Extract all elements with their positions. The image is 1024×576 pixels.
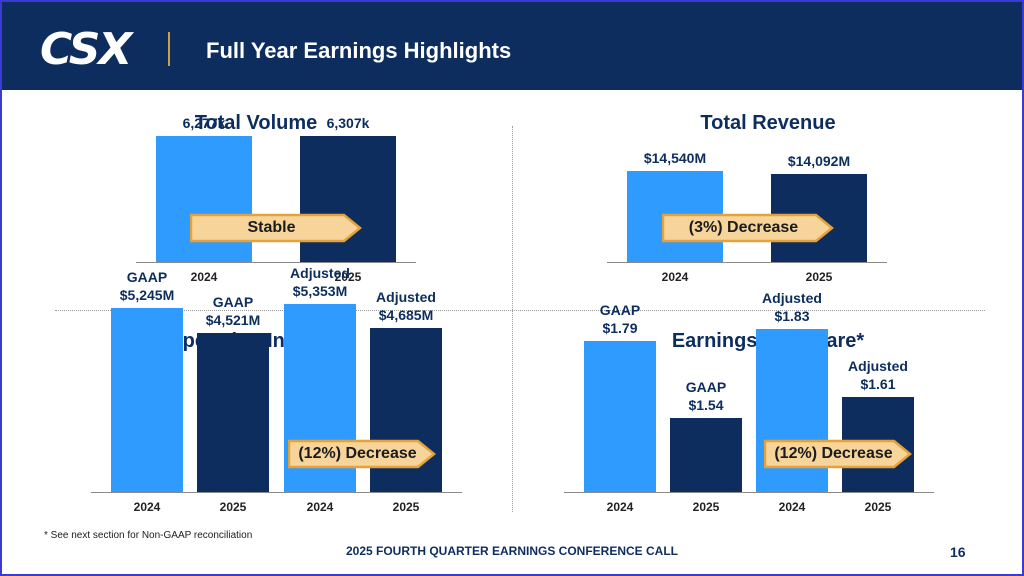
- csx-logo: CSX: [40, 24, 132, 75]
- total-revenue-annotation-text: (3%) Decrease: [688, 219, 799, 236]
- earnings-per-share-annotation-text: (12%) Decrease: [774, 445, 893, 462]
- earnings-per-share-value-label: Adjusted $1.61: [818, 357, 938, 393]
- horizontal-divider: [55, 310, 985, 311]
- earnings-per-share-tick-label: 2025: [692, 500, 720, 514]
- total-revenue-value-label: $14,540M: [615, 149, 735, 167]
- value-label-line: $14,540M: [643, 150, 707, 167]
- slide-header: CSX Full Year Earnings Highlights: [2, 2, 1022, 90]
- operating-income-annotation-text: (12%) Decrease: [298, 445, 417, 462]
- page-number: 16: [950, 544, 966, 560]
- value-label-line: GAAP: [599, 302, 641, 319]
- total-volume-value-label: 6,277k: [144, 114, 264, 132]
- total-revenue-title: Total Revenue: [700, 112, 836, 134]
- operating-income-tick-label: 2024: [133, 500, 161, 514]
- value-label-line: Adjusted: [376, 288, 436, 305]
- earnings-per-share-value-label: Adjusted $1.83: [732, 289, 852, 325]
- operating-income-annotation-arrow: (12%) Decrease: [288, 438, 436, 470]
- total-revenue-value-label: $14,092M: [759, 152, 879, 170]
- earnings-per-share-tick-label: 2024: [606, 500, 634, 514]
- value-label-line: 6,277k: [182, 115, 226, 132]
- earnings-per-share-annotation-arrow: (12%) Decrease: [764, 438, 912, 470]
- slide-title: Full Year Earnings Highlights: [206, 38, 512, 63]
- total-revenue-tick-label: 2024: [661, 270, 689, 284]
- total-revenue-tick-label: 2025: [805, 270, 833, 284]
- footer-title: 2025 FOURTH QUARTER EARNINGS CONFERENCE …: [345, 544, 679, 558]
- value-label-line: $5,245M: [119, 286, 175, 303]
- operating-income-value-label: Adjusted $4,685M: [346, 288, 466, 324]
- earnings-per-share-bar: [584, 341, 656, 492]
- earnings-per-share-bar: [670, 418, 742, 492]
- earnings-per-share-value-label: GAAP $1.79: [560, 301, 680, 337]
- value-label-line: Adjusted: [762, 289, 822, 306]
- header-separator: [168, 32, 170, 66]
- operating-income-bar: [111, 307, 183, 492]
- operating-income-tick-label: 2025: [392, 500, 420, 514]
- total-revenue-baseline: [607, 262, 887, 263]
- value-label-line: $1.54: [688, 397, 724, 414]
- value-label-line: $14,092M: [787, 152, 851, 169]
- arrow-shape: [662, 213, 834, 243]
- operating-income-value-label: GAAP $4,521M: [173, 293, 293, 329]
- total-volume-value-label: 6,307k: [288, 114, 408, 132]
- value-label-line: $1.79: [602, 320, 638, 337]
- total-volume-annotation-text: Stable: [247, 219, 296, 236]
- total-volume-title: Total Volume: [194, 112, 318, 134]
- operating-income-tick-label: 2025: [219, 500, 247, 514]
- operating-income-value-label: Adjusted $5,353M: [260, 264, 380, 300]
- vertical-divider: [512, 126, 513, 512]
- value-label-line: GAAP: [685, 379, 727, 396]
- arrow-shape: [764, 439, 912, 469]
- value-label-line: GAAP: [126, 268, 168, 285]
- arrow-shape: [190, 213, 362, 243]
- value-label-line: Adjusted: [290, 265, 350, 282]
- earnings-per-share-tick-label: 2024: [778, 500, 806, 514]
- value-label-line: $1.83: [774, 307, 810, 324]
- earnings-per-share-baseline: [564, 492, 934, 493]
- footnote: * See next section for Non-GAAP reconcil…: [44, 530, 253, 541]
- total-volume-baseline: [136, 262, 416, 263]
- value-label-line: $1.61: [860, 375, 896, 392]
- total-revenue-annotation-arrow: (3%) Decrease: [662, 212, 834, 244]
- value-label-line: Adjusted: [848, 357, 908, 374]
- value-label-line: GAAP: [212, 294, 254, 311]
- value-label-line: $4,521M: [205, 312, 261, 329]
- total-volume-tick-label: 2025: [334, 270, 362, 284]
- operating-income-tick-label: 2024: [306, 500, 334, 514]
- earnings-per-share-value-label: GAAP $1.54: [646, 378, 766, 414]
- total-volume-annotation-arrow: Stable: [190, 212, 362, 244]
- value-label-line: $4,685M: [378, 306, 434, 323]
- arrow-shape: [288, 439, 436, 469]
- total-volume-tick-label: 2024: [190, 270, 218, 284]
- operating-income-value-label: GAAP $5,245M: [87, 268, 207, 304]
- operating-income-baseline: [91, 492, 462, 493]
- earnings-per-share-tick-label: 2025: [864, 500, 892, 514]
- operating-income-bar: [197, 333, 269, 492]
- value-label-line: $5,353M: [292, 283, 348, 300]
- value-label-line: 6,307k: [326, 114, 370, 131]
